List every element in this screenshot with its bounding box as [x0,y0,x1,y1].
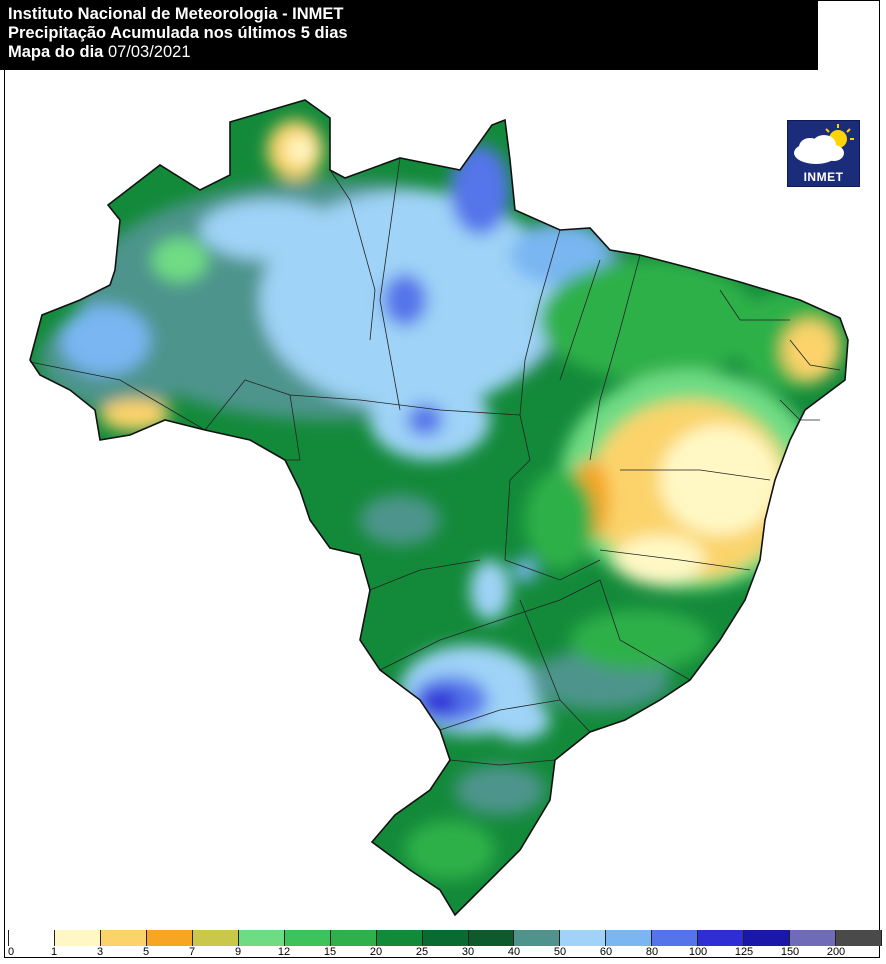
legend-swatch [468,930,515,946]
legend-swatch [836,930,883,946]
legend-swatch [376,930,423,946]
map-header: Instituto Nacional de Meteorologia - INM… [0,0,818,70]
legend-tick-label: 30 [461,946,475,958]
legend-swatch [744,930,791,946]
cloud-sun-icon [794,124,854,164]
legend-swatch [698,930,745,946]
legend-tick-label: 9 [234,946,242,958]
legend-swatch [514,930,561,946]
legend-swatch [790,930,837,946]
legend-tick-label: 5 [142,946,150,958]
legend-tick-label: 100 [688,946,708,958]
legend-swatch [330,930,377,946]
legend-tick-label: 12 [277,946,291,958]
legend-tick-label: 1 [50,946,58,958]
legend-swatch [100,930,147,946]
legend-tick-label: 200 [826,946,846,958]
legend-swatch [560,930,607,946]
legend-tick-label: 125 [734,946,754,958]
header-subtitle: Precipitação Acumulada nos últimos 5 dia… [8,24,348,42]
legend-tick-label: 25 [415,946,429,958]
legend-swatch [192,930,239,946]
legend-swatch [652,930,699,946]
precipitation-map [29,99,849,916]
legend-swatch [606,930,653,946]
legend-tick-label: 7 [188,946,196,958]
inmet-logo-text: INMET [803,170,844,184]
legend-tick-label: 60 [599,946,613,958]
inmet-logo: INMET [787,120,860,187]
legend-tick-label: 3 [96,946,104,958]
legend-swatch [54,930,101,946]
legend-tick-label: 15 [323,946,337,958]
legend-tick-label: 150 [780,946,800,958]
legend-swatch [238,930,285,946]
color-scale-legend [8,930,883,946]
precipitation-field [30,100,848,915]
legend-tick-label: 40 [507,946,521,958]
header-date-label: Mapa do dia [8,43,104,61]
state-borders [29,157,841,766]
legend-swatch [146,930,193,946]
legend-swatch [422,930,469,946]
header-date: 07/03/2021 [107,43,191,61]
legend-swatch [8,930,55,946]
header-title: Instituto Nacional de Meteorologia - INM… [8,5,344,23]
header-date-line: Mapa do dia 07/03/2021 [8,43,810,62]
legend-tick-label: 50 [553,946,567,958]
color-scale-ticks: 0 1 3 5 7 9 12 15 20 25 30 40 50 60 80 100 125 150 200 [8,946,882,962]
legend-tick-label: 20 [369,946,383,958]
legend-tick-label: 80 [645,946,659,958]
legend-tick-label: 0 [7,946,15,958]
legend-swatch [284,930,331,946]
